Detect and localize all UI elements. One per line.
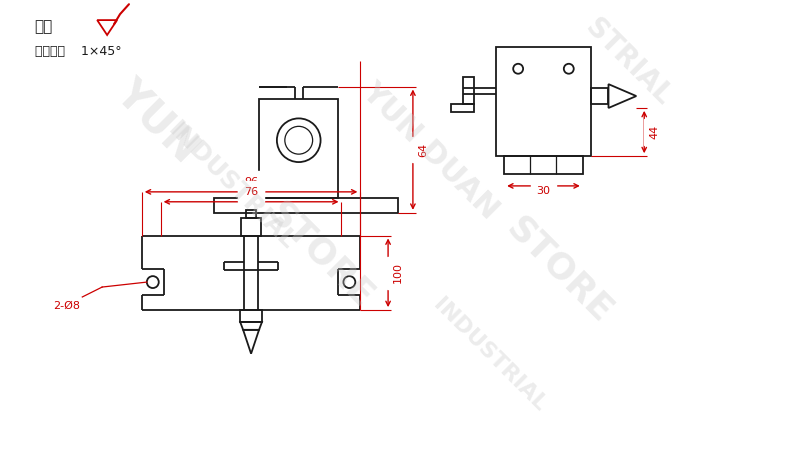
Text: YUN: YUN [107, 71, 206, 171]
Text: STORE: STORE [261, 196, 380, 315]
Text: 其余: 其余 [34, 20, 53, 35]
Text: INDUSTRIAL: INDUSTRIAL [162, 117, 300, 255]
Text: 未注倒角    1×45°: 未注倒角 1×45° [34, 45, 122, 58]
Text: 76: 76 [244, 187, 258, 197]
Text: YUN DUAN: YUN DUAN [356, 77, 504, 225]
Text: 100: 100 [393, 262, 403, 283]
Text: 2-Ø8: 2-Ø8 [54, 301, 80, 311]
Text: 44: 44 [649, 125, 659, 139]
Text: INDUSTRIAL: INDUSTRIAL [429, 294, 550, 415]
Text: 30: 30 [537, 186, 550, 196]
Text: STRIAL: STRIAL [580, 13, 677, 110]
Text: STORE: STORE [499, 211, 618, 330]
Text: 96: 96 [244, 177, 258, 187]
Text: 64: 64 [418, 143, 428, 157]
